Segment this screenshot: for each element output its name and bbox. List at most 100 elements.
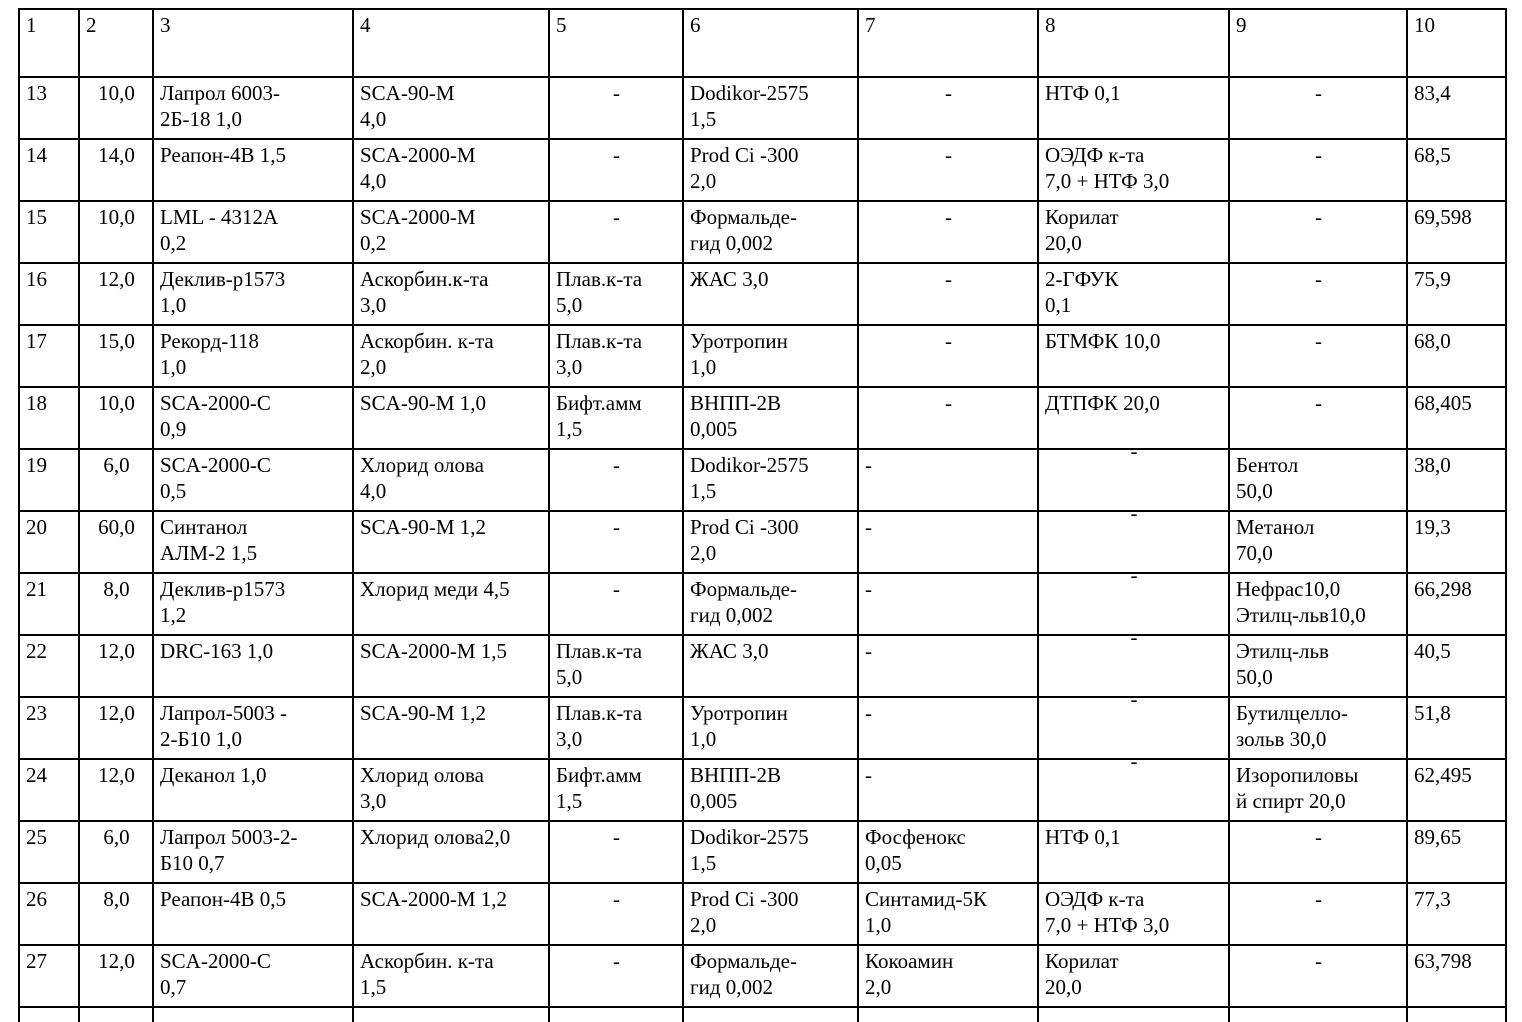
cell-col7: Фосфенокс 0,05 bbox=[857, 820, 1039, 884]
cell-col4 bbox=[352, 1006, 550, 1022]
table-row: 19 6,0 SCA-2000-C 0,5 Хлорид олова 4,0 -… bbox=[18, 448, 1507, 512]
cell-col5: - bbox=[548, 820, 684, 884]
cell-col6: Dodikor-2575 1,5 bbox=[682, 820, 859, 884]
cell-col6: ВНПП-2В 0,005 bbox=[682, 386, 859, 450]
cell-col7 bbox=[857, 1006, 1039, 1022]
cell-col7: - bbox=[857, 324, 1039, 388]
cell-col8-value: - bbox=[1130, 697, 1138, 711]
cell-col5 bbox=[548, 1006, 684, 1022]
cell-col4: Хлорид олова 3,0 bbox=[352, 758, 550, 822]
cell-index bbox=[18, 1006, 80, 1022]
cell-col10: 68,0 bbox=[1406, 324, 1507, 388]
cell-col7-value: - bbox=[865, 453, 872, 477]
cell-col6: Prod Ci -300 2,0 bbox=[682, 882, 859, 946]
cell-col6: Формальде- гид 0,002 bbox=[682, 572, 859, 636]
cell-col9: - bbox=[1228, 324, 1408, 388]
cell-index: 15 bbox=[18, 200, 80, 264]
cell-col5: - bbox=[548, 448, 684, 512]
cell-col8: - bbox=[1037, 448, 1230, 512]
cell-col2: 8,0 bbox=[78, 572, 154, 636]
cell-col3: Деклив-р1573 1,2 bbox=[152, 572, 354, 636]
cell-col3: Лапрол 6003- 2Б-18 1,0 bbox=[152, 76, 354, 140]
cell-col8-value: - bbox=[1130, 449, 1138, 463]
cell-col6: Dodikor-2575 1,5 bbox=[682, 448, 859, 512]
cell-col3 bbox=[152, 1006, 354, 1022]
cell-col7: - bbox=[857, 200, 1039, 264]
cell-col7: - bbox=[857, 448, 1039, 512]
cell-col10: 66,298 bbox=[1406, 572, 1507, 636]
cell-col7-value: - bbox=[865, 639, 872, 663]
cell-col8: ОЭДФ к-та 7,0 + НТФ 3,0 bbox=[1037, 882, 1230, 946]
cell-col2: 10,0 bbox=[78, 200, 154, 264]
column-header-2: 2 bbox=[78, 8, 154, 78]
cell-col6 bbox=[682, 1006, 859, 1022]
cell-col5: - bbox=[548, 944, 684, 1008]
cell-col10: 68,405 bbox=[1406, 386, 1507, 450]
cell-col6: Уротропин 1,0 bbox=[682, 696, 859, 760]
cell-col2: 8,0 bbox=[78, 882, 154, 946]
column-header-10: 10 bbox=[1406, 8, 1507, 78]
cell-col6: Prod Ci -300 2,0 bbox=[682, 510, 859, 574]
cell-col5: Бифт.амм 1,5 bbox=[548, 758, 684, 822]
cell-col10: 51,8 bbox=[1406, 696, 1507, 760]
cell-col3: SCA-2000-C 0,9 bbox=[152, 386, 354, 450]
cell-col10: 68,5 bbox=[1406, 138, 1507, 202]
cell-col9: Метанол 70,0 bbox=[1228, 510, 1408, 574]
cell-col4: Хлорид олова 4,0 bbox=[352, 448, 550, 512]
cell-col6: Prod Ci -300 2,0 bbox=[682, 138, 859, 202]
cell-col2: 60,0 bbox=[78, 510, 154, 574]
cell-col7: - bbox=[857, 138, 1039, 202]
cell-col9: - bbox=[1228, 944, 1408, 1008]
cell-col7: - bbox=[857, 76, 1039, 140]
cell-col8: НТФ 0,1 bbox=[1037, 76, 1230, 140]
cell-col9: - bbox=[1228, 820, 1408, 884]
table-row: 27 12,0 SCA-2000-C 0,7 Аскорбин. к-та 1,… bbox=[18, 944, 1507, 1008]
cell-col5: - bbox=[548, 572, 684, 636]
table-row: 23 12,0 Лапрол-5003 - 2-Б10 1,0 SCA-90-M… bbox=[18, 696, 1507, 760]
table-row: 22 12,0 DRC-163 1,0 SCA-2000-M 1,5 Плав.… bbox=[18, 634, 1507, 698]
cell-col4: SCA-2000-M 1,5 bbox=[352, 634, 550, 698]
cell-col6: Формальде- гид 0,002 bbox=[682, 200, 859, 264]
cell-col9: - bbox=[1228, 882, 1408, 946]
cell-col2: 12,0 bbox=[78, 696, 154, 760]
cell-col5: Плав.к-та 5,0 bbox=[548, 262, 684, 326]
cell-index: 16 bbox=[18, 262, 80, 326]
cell-col3: SCA-2000-C 0,7 bbox=[152, 944, 354, 1008]
cell-col8: ОЭДФ к-та 7,0 + НТФ 3,0 bbox=[1037, 138, 1230, 202]
cell-index: 26 bbox=[18, 882, 80, 946]
cell-index: 18 bbox=[18, 386, 80, 450]
cell-col7-value: - bbox=[865, 577, 872, 601]
cell-col8: НТФ 0,1 bbox=[1037, 820, 1230, 884]
cell-col9 bbox=[1228, 1006, 1408, 1022]
cell-col7-value: - bbox=[865, 515, 872, 539]
cell-col3: SCA-2000-C 0,5 bbox=[152, 448, 354, 512]
cell-col9: Бутилцелло- зольв 30,0 bbox=[1228, 696, 1408, 760]
cell-col2: 12,0 bbox=[78, 634, 154, 698]
cell-index: 17 bbox=[18, 324, 80, 388]
column-header-8: 8 bbox=[1037, 8, 1230, 78]
cell-col4: SCA-2000-M 1,2 bbox=[352, 882, 550, 946]
cell-index: 13 bbox=[18, 76, 80, 140]
cell-col5: - bbox=[548, 200, 684, 264]
cell-col2: 6,0 bbox=[78, 448, 154, 512]
cell-col4: SCA-90-M 4,0 bbox=[352, 76, 550, 140]
cell-col9: Изоропиловы й спирт 20,0 bbox=[1228, 758, 1408, 822]
cell-col2 bbox=[78, 1006, 154, 1022]
cell-index: 25 bbox=[18, 820, 80, 884]
cell-col10: 19,3 bbox=[1406, 510, 1507, 574]
cell-col5: Бифт.амм 1,5 bbox=[548, 386, 684, 450]
cell-col2: 12,0 bbox=[78, 944, 154, 1008]
cell-col8-value: - bbox=[1130, 759, 1138, 773]
cell-col8: - bbox=[1037, 758, 1230, 822]
cell-index: 19 bbox=[18, 448, 80, 512]
column-header-1: 1 bbox=[18, 8, 80, 78]
cell-col2: 10,0 bbox=[78, 386, 154, 450]
cell-col6: ЖАС 3,0 bbox=[682, 634, 859, 698]
cell-col10: 62,495 bbox=[1406, 758, 1507, 822]
cell-col10: 75,9 bbox=[1406, 262, 1507, 326]
cell-col4: SCA-90-M 1,0 bbox=[352, 386, 550, 450]
cell-col8: БТМФК 10,0 bbox=[1037, 324, 1230, 388]
cell-col4: SCA-2000-M 0,2 bbox=[352, 200, 550, 264]
cell-index: 14 bbox=[18, 138, 80, 202]
